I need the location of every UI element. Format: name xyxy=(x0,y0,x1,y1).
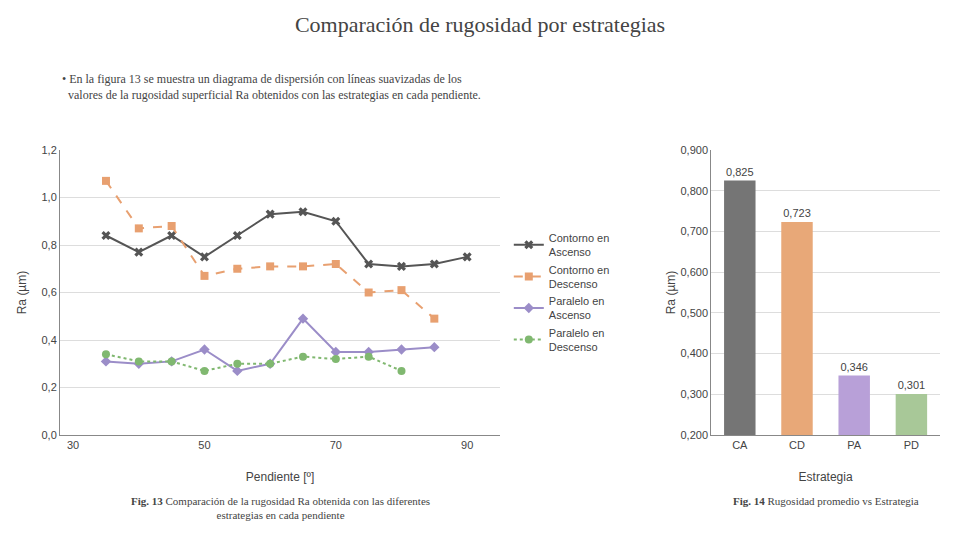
svg-text:70: 70 xyxy=(330,439,342,451)
svg-text:Paralelo enDescenso: Paralelo enDescenso xyxy=(549,327,605,353)
svg-text:0,300: 0,300 xyxy=(680,388,708,400)
svg-text:0,400: 0,400 xyxy=(680,347,708,359)
svg-text:Fig. 13 Comparación de la rugo: Fig. 13 Comparación de la rugosidad Ra o… xyxy=(131,495,430,521)
svg-text:0,2: 0,2 xyxy=(42,381,57,393)
svg-text:0,600: 0,600 xyxy=(680,266,708,278)
svg-text:1,0: 1,0 xyxy=(42,191,57,203)
svg-text:CD: CD xyxy=(789,439,805,451)
svg-text:30: 30 xyxy=(67,439,79,451)
svg-text:Comparación de rugosidad por e: Comparación de rugosidad por estrategias xyxy=(295,12,665,37)
svg-text:0,301: 0,301 xyxy=(898,379,926,391)
svg-text:1,2: 1,2 xyxy=(42,144,57,156)
svg-text:Pendiente [º]: Pendiente [º] xyxy=(246,470,314,484)
svg-text:Contorno enAscenso: Contorno enAscenso xyxy=(549,232,610,258)
svg-text:CA: CA xyxy=(732,439,748,451)
svg-text:0,723: 0,723 xyxy=(783,207,811,219)
svg-text:0,900: 0,900 xyxy=(680,144,708,156)
svg-text:0,8: 0,8 xyxy=(42,239,57,251)
svg-text:0,825: 0,825 xyxy=(726,166,754,178)
svg-text:• En la figura 13 se muestra u: • En la figura 13 se muestra un diagrama… xyxy=(62,72,481,102)
svg-text:0,200: 0,200 xyxy=(680,429,708,441)
svg-text:0,700: 0,700 xyxy=(680,225,708,237)
svg-text:0,500: 0,500 xyxy=(680,307,708,319)
svg-text:0,6: 0,6 xyxy=(42,286,57,298)
svg-text:Fig. 14 Rugosidad promedio vs: Fig. 14 Rugosidad promedio vs Estrategia xyxy=(733,495,919,507)
svg-text:0,800: 0,800 xyxy=(680,185,708,197)
svg-text:Contorno enDescenso: Contorno enDescenso xyxy=(549,264,610,290)
svg-text:0,0: 0,0 xyxy=(42,429,57,441)
svg-text:Ra (µm): Ra (µm) xyxy=(664,271,678,315)
svg-text:90: 90 xyxy=(461,439,473,451)
svg-text:Ra (µm): Ra (µm) xyxy=(15,271,29,315)
svg-text:PA: PA xyxy=(847,439,862,451)
svg-text:PD: PD xyxy=(904,439,919,451)
svg-text:Estrategia: Estrategia xyxy=(799,470,853,484)
svg-text:50: 50 xyxy=(198,439,210,451)
svg-text:0,346: 0,346 xyxy=(840,361,868,373)
svg-text:Paralelo enAscenso: Paralelo enAscenso xyxy=(549,295,605,321)
svg-text:0,4: 0,4 xyxy=(42,334,57,346)
